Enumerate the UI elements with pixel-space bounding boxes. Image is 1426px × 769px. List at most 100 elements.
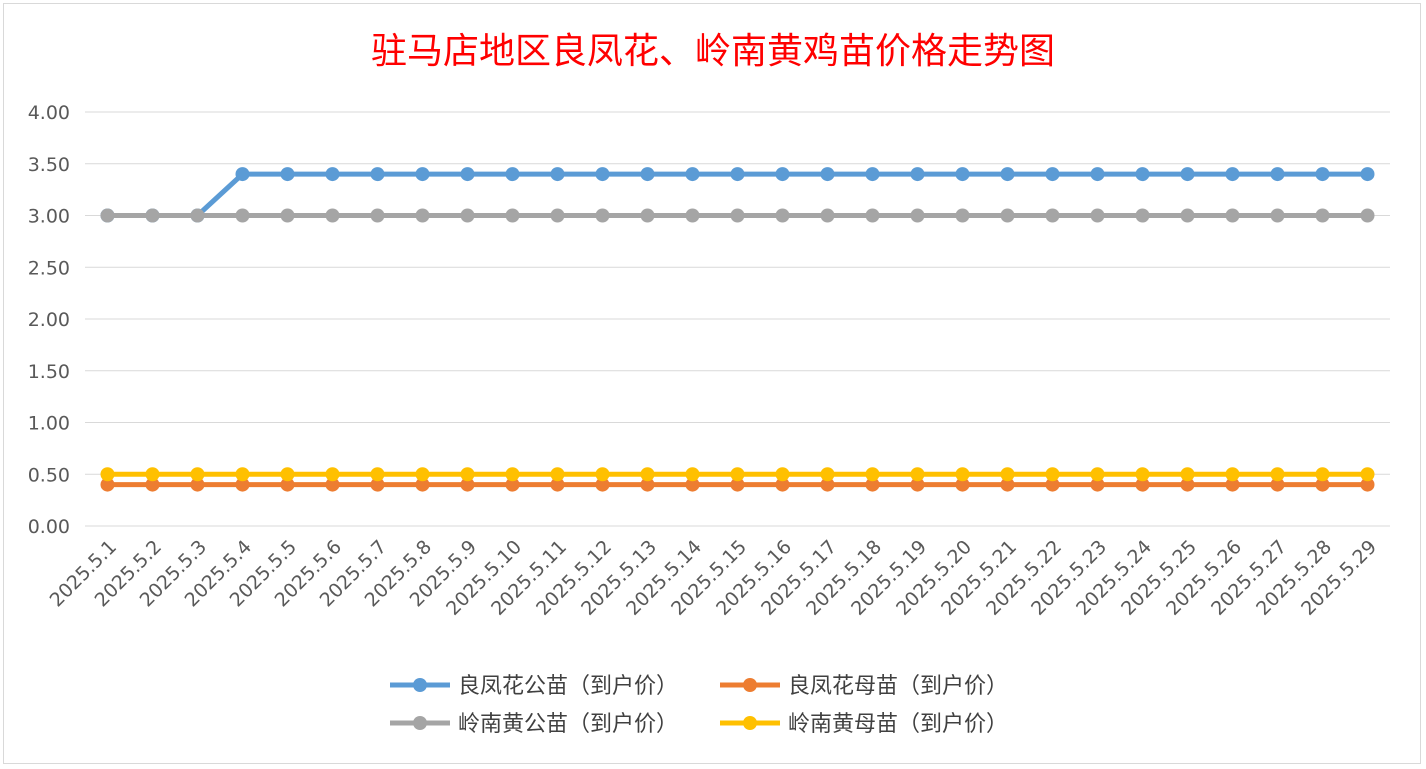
data-point — [415, 467, 430, 482]
data-point — [685, 208, 700, 223]
data-point — [1180, 208, 1195, 223]
data-point — [100, 467, 115, 482]
y-tick-label: 1.50 — [28, 361, 70, 383]
data-point — [145, 208, 160, 223]
data-point — [460, 208, 475, 223]
data-point — [595, 167, 610, 182]
data-point — [1135, 477, 1150, 492]
data-point — [1090, 208, 1105, 223]
data-point — [775, 477, 790, 492]
data-point — [955, 208, 970, 223]
data-point — [910, 467, 925, 482]
data-point — [1315, 208, 1330, 223]
data-point — [505, 167, 520, 182]
data-point — [730, 208, 745, 223]
data-point — [1225, 208, 1240, 223]
data-point — [460, 477, 475, 492]
legend-marker — [413, 678, 427, 692]
data-point — [910, 477, 925, 492]
data-point — [1180, 477, 1195, 492]
data-point — [820, 477, 835, 492]
legend-label: 岭南黄母苗（到户价） — [788, 712, 1008, 737]
data-point — [370, 467, 385, 482]
data-point — [595, 467, 610, 482]
chart-title: 驻马店地区良凤花、岭南黄鸡苗价格走势图 — [370, 31, 1055, 72]
data-point — [325, 208, 340, 223]
series-3 — [100, 467, 1375, 482]
data-point — [415, 167, 430, 182]
data-point — [1135, 208, 1150, 223]
data-point — [820, 467, 835, 482]
data-point — [640, 167, 655, 182]
data-point — [730, 167, 745, 182]
data-point — [280, 477, 295, 492]
legend-item: 岭南黄母苗（到户价） — [720, 712, 1008, 737]
data-point — [325, 467, 340, 482]
data-point — [550, 477, 565, 492]
data-point — [550, 467, 565, 482]
data-point — [865, 208, 880, 223]
legend-marker — [743, 678, 757, 692]
data-point — [325, 477, 340, 492]
data-point — [1000, 208, 1015, 223]
data-point — [370, 477, 385, 492]
y-tick-label: 3.50 — [28, 154, 70, 176]
data-point — [280, 167, 295, 182]
data-point — [370, 208, 385, 223]
y-tick-label: 4.00 — [28, 102, 70, 124]
data-point — [100, 208, 115, 223]
data-point — [775, 208, 790, 223]
data-point — [235, 477, 250, 492]
y-tick-label: 3.00 — [28, 206, 70, 228]
data-point — [685, 477, 700, 492]
data-point — [1180, 467, 1195, 482]
data-point — [730, 477, 745, 492]
data-point — [955, 477, 970, 492]
y-tick-label: 0.50 — [28, 464, 70, 486]
data-point — [955, 167, 970, 182]
data-point — [550, 167, 565, 182]
data-point — [415, 208, 430, 223]
data-point — [1315, 477, 1330, 492]
y-tick-label: 0.00 — [28, 516, 70, 538]
data-point — [820, 167, 835, 182]
data-point — [640, 467, 655, 482]
data-point — [235, 208, 250, 223]
data-point — [1315, 167, 1330, 182]
data-point — [1045, 208, 1060, 223]
legend-marker — [743, 716, 757, 730]
data-point — [1090, 477, 1105, 492]
data-point — [1090, 467, 1105, 482]
data-point — [1135, 167, 1150, 182]
data-point — [460, 467, 475, 482]
data-point — [550, 208, 565, 223]
data-point — [595, 208, 610, 223]
data-point — [1360, 477, 1375, 492]
data-point — [1360, 208, 1375, 223]
data-point — [1360, 467, 1375, 482]
data-point — [865, 467, 880, 482]
data-point — [865, 167, 880, 182]
data-point — [1135, 467, 1150, 482]
data-point — [910, 208, 925, 223]
data-point — [1225, 467, 1240, 482]
data-point — [235, 167, 250, 182]
data-point — [820, 208, 835, 223]
data-point — [505, 477, 520, 492]
data-point — [910, 167, 925, 182]
data-point — [190, 208, 205, 223]
data-point — [685, 467, 700, 482]
data-point — [1270, 477, 1285, 492]
legend-item: 良凤花母苗（到户价） — [720, 674, 1008, 699]
data-point — [145, 467, 160, 482]
data-point — [1315, 467, 1330, 482]
legend-item: 岭南黄公苗（到户价） — [390, 712, 678, 737]
data-point — [190, 477, 205, 492]
data-point — [325, 167, 340, 182]
data-point — [505, 467, 520, 482]
data-point — [640, 208, 655, 223]
series-2 — [100, 208, 1375, 223]
data-point — [1270, 167, 1285, 182]
